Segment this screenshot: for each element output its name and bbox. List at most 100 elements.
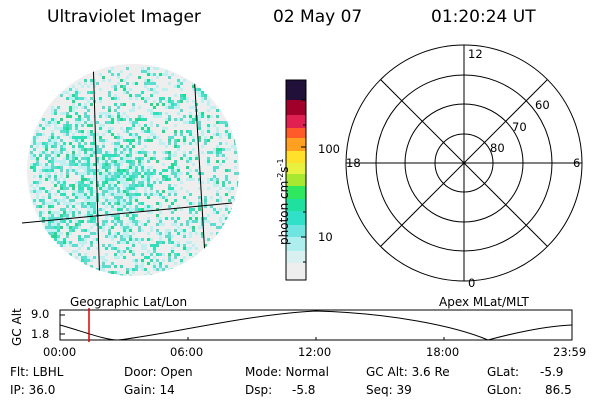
uv-pixel: [207, 118, 210, 121]
uv-pixel: [48, 178, 51, 181]
uv-pixel: [117, 166, 120, 169]
uv-pixel: [171, 166, 174, 169]
uv-pixel: [114, 160, 117, 163]
uv-pixel: [39, 190, 42, 193]
uv-pixel: [66, 205, 69, 208]
uv-pixel: [216, 121, 219, 124]
uv-pixel: [177, 106, 180, 109]
uv-pixel: [36, 157, 39, 160]
uv-pixel: [111, 187, 114, 190]
uv-pixel: [75, 127, 78, 130]
uv-pixel: [72, 103, 75, 106]
uv-pixel: [96, 157, 99, 160]
uv-pixel: [129, 274, 132, 276]
uv-pixel: [177, 82, 180, 85]
uv-pixel: [126, 202, 129, 205]
uv-pixel: [96, 133, 99, 136]
uv-pixel: [84, 241, 87, 244]
uv-pixel: [120, 265, 123, 268]
uv-pixel: [69, 94, 72, 97]
uv-pixel: [129, 139, 132, 142]
uv-pixel: [72, 193, 75, 196]
uv-pixel: [219, 133, 222, 136]
uv-pixel: [114, 163, 117, 166]
uv-pixel: [135, 175, 138, 178]
uv-pixel: [129, 88, 132, 91]
uv-pixel: [75, 220, 78, 223]
uv-pixel: [177, 79, 180, 82]
uv-pixel: [99, 169, 102, 172]
uv-pixel: [144, 100, 147, 103]
uv-pixel: [84, 214, 87, 217]
uv-pixel: [150, 274, 153, 276]
uv-pixel: [93, 175, 96, 178]
uv-pixel: [171, 202, 174, 205]
uv-pixel: [108, 184, 111, 187]
uv-pixel: [33, 163, 36, 166]
uv-pixel: [189, 151, 192, 154]
uv-pixel: [222, 154, 225, 157]
uv-pixel: [156, 103, 159, 106]
uv-pixel: [141, 166, 144, 169]
uv-pixel: [36, 145, 39, 148]
uv-pixel: [96, 163, 99, 166]
uv-pixel: [108, 166, 111, 169]
uv-pixel: [156, 208, 159, 211]
uv-pixel: [135, 97, 138, 100]
instrument-title: Ultraviolet Imager: [47, 7, 201, 27]
uv-pixel: [174, 229, 177, 232]
uv-pixel: [135, 142, 138, 145]
uv-pixel: [210, 136, 213, 139]
uv-pixel: [63, 130, 66, 133]
uv-pixel: [129, 268, 132, 271]
uv-pixel: [102, 202, 105, 205]
uv-pixel: [36, 184, 39, 187]
uv-pixel: [33, 175, 36, 178]
uv-pixel: [210, 178, 213, 181]
uv-pixel: [45, 124, 48, 127]
uv-pixel: [120, 169, 123, 172]
uv-pixel: [141, 148, 144, 151]
uv-pixel: [153, 151, 156, 154]
uv-pixel: [90, 124, 93, 127]
uv-pixel: [132, 136, 135, 139]
uv-pixel: [30, 154, 33, 157]
uv-pixel: [147, 157, 150, 160]
uv-pixel: [117, 118, 120, 121]
uv-pixel: [180, 133, 183, 136]
uv-pixel: [99, 184, 102, 187]
uv-pixel: [78, 172, 81, 175]
uv-pixel: [66, 232, 69, 235]
uv-pixel: [147, 70, 150, 73]
uv-pixel: [219, 196, 222, 199]
uv-pixel: [93, 142, 96, 145]
uv-pixel: [72, 154, 75, 157]
uv-pixel: [105, 121, 108, 124]
uv-pixel: [81, 244, 84, 247]
uv-pixel: [138, 124, 141, 127]
uv-pixel: [60, 127, 63, 130]
uv-pixel: [57, 160, 60, 163]
uv-pixel: [228, 217, 231, 220]
uv-pixel: [156, 259, 159, 262]
uv-pixel: [156, 136, 159, 139]
uv-pixel: [87, 247, 90, 250]
uv-pixel: [87, 148, 90, 151]
uv-pixel: [45, 172, 48, 175]
uv-pixel: [78, 139, 81, 142]
uv-pixel: [72, 148, 75, 151]
uv-pixel: [198, 121, 201, 124]
uv-pixel: [93, 154, 96, 157]
uv-pixel: [117, 274, 120, 276]
uv-pixel: [150, 259, 153, 262]
uv-pixel: [87, 205, 90, 208]
uv-pixel: [222, 148, 225, 151]
uv-pixel: [198, 196, 201, 199]
uv-pixel: [141, 97, 144, 100]
uv-pixel: [39, 214, 42, 217]
uv-pixel: [87, 187, 90, 190]
uv-pixel: [195, 220, 198, 223]
uv-pixel: [177, 226, 180, 229]
uv-pixel: [126, 67, 129, 70]
uv-pixel: [102, 133, 105, 136]
